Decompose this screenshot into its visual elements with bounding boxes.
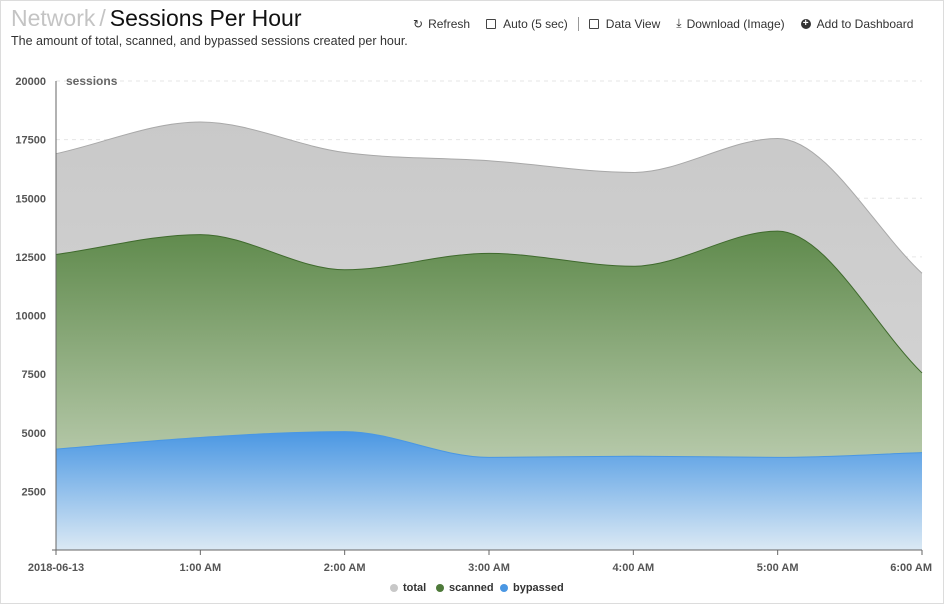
data-view-checkbox[interactable] bbox=[588, 18, 599, 29]
legend-label-scanned[interactable]: scanned bbox=[449, 582, 494, 594]
refresh-button[interactable]: ↻ Refresh bbox=[413, 17, 470, 31]
data-view-toggle[interactable]: Data View bbox=[588, 16, 661, 31]
download-label: Download (Image) bbox=[686, 16, 785, 31]
auto-refresh-checkbox[interactable] bbox=[486, 18, 497, 29]
breadcrumb-network[interactable]: Network bbox=[11, 5, 96, 31]
add-to-dashboard-button[interactable]: + Add to Dashboard bbox=[800, 16, 914, 31]
y-axis-title: sessions bbox=[66, 74, 118, 88]
x-tick-label: 3:00 AM bbox=[468, 562, 510, 574]
y-tick-label: 12500 bbox=[15, 252, 46, 264]
data-view-label: Data View bbox=[605, 16, 661, 31]
y-tick-label: 17500 bbox=[15, 135, 46, 147]
series-line-total bbox=[55, 121, 923, 274]
y-tick-label: 15000 bbox=[15, 193, 46, 205]
y-tick-label: 20000 bbox=[15, 76, 46, 88]
series-line-scanned bbox=[55, 230, 923, 374]
refresh-label: Refresh bbox=[428, 16, 471, 31]
download-icon: ⤓ bbox=[676, 16, 682, 30]
y-tick-label: 7500 bbox=[22, 369, 46, 381]
toolbar-divider bbox=[577, 16, 579, 31]
x-tick-label: 6:00 AM bbox=[890, 562, 932, 574]
x-tick-label: 2018-06-13 bbox=[28, 562, 84, 574]
auto-refresh-label: Auto (5 sec) bbox=[503, 16, 568, 31]
report-toolbar: ↻ Refresh Auto (5 sec) Data View ⤓ Downl… bbox=[413, 16, 944, 31]
legend-swatch-total[interactable] bbox=[390, 584, 398, 592]
plus-circle-icon: + bbox=[800, 18, 811, 29]
panel-header: Network / Sessions Per Hour The amount of … bbox=[11, 4, 408, 48]
breadcrumb-separator: / bbox=[99, 5, 106, 31]
download-image-button[interactable]: ⤓ Download (Image) bbox=[676, 16, 784, 31]
legend-swatch-bypassed[interactable] bbox=[500, 584, 508, 592]
refresh-icon: ↻ bbox=[413, 16, 424, 31]
x-tick-label: 4:00 AM bbox=[612, 562, 654, 574]
area-bypassed[interactable] bbox=[56, 431, 922, 550]
x-tick-label: 5:00 AM bbox=[757, 562, 799, 574]
x-tick-label: 1:00 AM bbox=[179, 562, 221, 574]
legend-label-total[interactable]: total bbox=[403, 582, 426, 594]
add-to-dashboard-label: Add to Dashboard bbox=[816, 16, 914, 31]
auto-refresh-toggle[interactable]: Auto (5 sec) bbox=[486, 17, 568, 31]
page-title: Network / Sessions Per Hour bbox=[11, 4, 408, 32]
report-description: The amount of total, scanned, and bypass… bbox=[11, 34, 408, 48]
legend-swatch-scanned[interactable] bbox=[436, 584, 444, 592]
legend-label-bypassed[interactable]: bypassed bbox=[513, 582, 564, 594]
x-tick-label: 2:00 AM bbox=[324, 562, 366, 574]
y-tick-label: 5000 bbox=[22, 428, 46, 440]
series-line-bypassed bbox=[55, 431, 923, 458]
report-title: Sessions Per Hour bbox=[109, 5, 302, 31]
y-tick-label: 10000 bbox=[15, 311, 46, 323]
y-tick-label: 2500 bbox=[22, 486, 46, 498]
